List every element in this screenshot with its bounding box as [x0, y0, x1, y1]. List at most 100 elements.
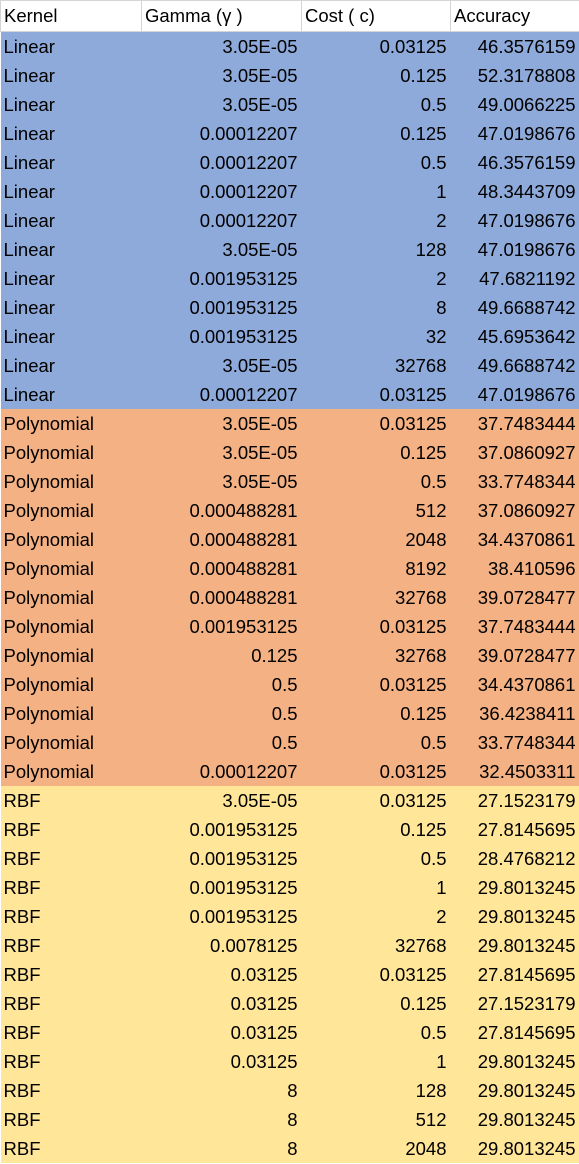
kernel-cell[interactable]: RBF — [0, 1076, 142, 1105]
cost-cell[interactable]: 0.03125 — [301, 31, 451, 61]
accuracy-cell[interactable]: 37.7483444 — [450, 612, 579, 641]
gamma-cell[interactable]: 0.5 — [141, 670, 302, 699]
accuracy-cell[interactable]: 27.8145695 — [450, 960, 579, 989]
gamma-cell[interactable]: 3.05E-05 — [141, 786, 302, 815]
kernel-cell[interactable]: Polynomial — [0, 438, 142, 467]
kernel-cell[interactable]: RBF — [0, 931, 142, 960]
gamma-cell[interactable]: 3.05E-05 — [141, 31, 302, 61]
accuracy-cell[interactable]: 48.3443709 — [450, 177, 579, 206]
header-cost[interactable]: Cost ( c) — [301, 0, 451, 32]
gamma-cell[interactable]: 0.00012207 — [141, 757, 302, 786]
accuracy-cell[interactable]: 29.8013245 — [450, 1076, 579, 1105]
gamma-cell[interactable]: 0.001953125 — [141, 844, 302, 873]
kernel-cell[interactable]: Polynomial — [0, 641, 142, 670]
accuracy-cell[interactable]: 37.7483444 — [450, 409, 579, 438]
cost-cell[interactable]: 2 — [301, 264, 451, 293]
cost-cell[interactable]: 32768 — [301, 931, 451, 960]
gamma-cell[interactable]: 0.001953125 — [141, 612, 302, 641]
gamma-cell[interactable]: 0.00012207 — [141, 206, 302, 235]
cost-cell[interactable]: 0.125 — [301, 61, 451, 90]
cost-cell[interactable]: 2048 — [301, 525, 451, 554]
kernel-cell[interactable]: Polynomial — [0, 554, 142, 583]
kernel-cell[interactable]: RBF — [0, 1047, 142, 1076]
kernel-cell[interactable]: Linear — [0, 206, 142, 235]
accuracy-cell[interactable]: 37.0860927 — [450, 438, 579, 467]
cost-cell[interactable]: 2048 — [301, 1134, 451, 1163]
gamma-cell[interactable]: 3.05E-05 — [141, 351, 302, 380]
kernel-cell[interactable]: Polynomial — [0, 612, 142, 641]
cost-cell[interactable]: 0.125 — [301, 438, 451, 467]
accuracy-cell[interactable]: 45.6953642 — [450, 322, 579, 351]
gamma-cell[interactable]: 0.001953125 — [141, 873, 302, 902]
accuracy-cell[interactable]: 29.8013245 — [450, 902, 579, 931]
accuracy-cell[interactable]: 27.8145695 — [450, 815, 579, 844]
gamma-cell[interactable]: 0.125 — [141, 641, 302, 670]
gamma-cell[interactable]: 0.03125 — [141, 1047, 302, 1076]
kernel-cell[interactable]: Linear — [0, 119, 142, 148]
gamma-cell[interactable]: 0.000488281 — [141, 554, 302, 583]
kernel-cell[interactable]: RBF — [0, 1018, 142, 1047]
kernel-cell[interactable]: Polynomial — [0, 670, 142, 699]
cost-cell[interactable]: 0.03125 — [301, 960, 451, 989]
cost-cell[interactable]: 0.03125 — [301, 670, 451, 699]
gamma-cell[interactable]: 0.001953125 — [141, 293, 302, 322]
cost-cell[interactable]: 1 — [301, 177, 451, 206]
cost-cell[interactable]: 0.125 — [301, 815, 451, 844]
gamma-cell[interactable]: 8 — [141, 1134, 302, 1163]
kernel-cell[interactable]: Polynomial — [0, 409, 142, 438]
kernel-cell[interactable]: Polynomial — [0, 699, 142, 728]
cost-cell[interactable]: 32 — [301, 322, 451, 351]
header-kernel[interactable]: Kernel — [0, 0, 142, 32]
kernel-cell[interactable]: Linear — [0, 293, 142, 322]
cost-cell[interactable]: 128 — [301, 1076, 451, 1105]
kernel-cell[interactable]: RBF — [0, 960, 142, 989]
kernel-cell[interactable]: RBF — [0, 786, 142, 815]
accuracy-cell[interactable]: 33.7748344 — [450, 467, 579, 496]
accuracy-cell[interactable]: 47.0198676 — [450, 235, 579, 264]
cost-cell[interactable]: 512 — [301, 496, 451, 525]
accuracy-cell[interactable]: 29.8013245 — [450, 873, 579, 902]
gamma-cell[interactable]: 3.05E-05 — [141, 409, 302, 438]
gamma-cell[interactable]: 0.03125 — [141, 1018, 302, 1047]
kernel-cell[interactable]: RBF — [0, 1105, 142, 1134]
cost-cell[interactable]: 32768 — [301, 351, 451, 380]
accuracy-cell[interactable]: 52.3178808 — [450, 61, 579, 90]
gamma-cell[interactable]: 0.000488281 — [141, 583, 302, 612]
accuracy-cell[interactable]: 29.8013245 — [450, 1105, 579, 1134]
accuracy-cell[interactable]: 39.0728477 — [450, 641, 579, 670]
accuracy-cell[interactable]: 47.0198676 — [450, 380, 579, 409]
header-gamma[interactable]: Gamma (γ ) — [141, 0, 302, 32]
kernel-cell[interactable]: Linear — [0, 351, 142, 380]
cost-cell[interactable]: 8192 — [301, 554, 451, 583]
gamma-cell[interactable]: 0.00012207 — [141, 148, 302, 177]
kernel-cell[interactable]: Polynomial — [0, 525, 142, 554]
accuracy-cell[interactable]: 46.3576159 — [450, 31, 579, 61]
gamma-cell[interactable]: 0.00012207 — [141, 119, 302, 148]
cost-cell[interactable]: 2 — [301, 206, 451, 235]
accuracy-cell[interactable]: 49.0066225 — [450, 90, 579, 119]
cost-cell[interactable]: 0.5 — [301, 467, 451, 496]
accuracy-cell[interactable]: 47.6821192 — [450, 264, 579, 293]
gamma-cell[interactable]: 0.000488281 — [141, 525, 302, 554]
kernel-cell[interactable]: Linear — [0, 380, 142, 409]
kernel-cell[interactable]: Linear — [0, 61, 142, 90]
cost-cell[interactable]: 0.5 — [301, 148, 451, 177]
kernel-cell[interactable]: Linear — [0, 90, 142, 119]
cost-cell[interactable]: 0.03125 — [301, 380, 451, 409]
cost-cell[interactable]: 0.03125 — [301, 786, 451, 815]
gamma-cell[interactable]: 3.05E-05 — [141, 467, 302, 496]
cost-cell[interactable]: 32768 — [301, 641, 451, 670]
accuracy-cell[interactable]: 33.7748344 — [450, 728, 579, 757]
gamma-cell[interactable]: 0.0078125 — [141, 931, 302, 960]
accuracy-cell[interactable]: 27.1523179 — [450, 989, 579, 1018]
cost-cell[interactable]: 0.125 — [301, 989, 451, 1018]
cost-cell[interactable]: 1 — [301, 873, 451, 902]
accuracy-cell[interactable]: 29.8013245 — [450, 1134, 579, 1163]
kernel-cell[interactable]: RBF — [0, 873, 142, 902]
accuracy-cell[interactable]: 37.0860927 — [450, 496, 579, 525]
kernel-cell[interactable]: Linear — [0, 148, 142, 177]
kernel-cell[interactable]: RBF — [0, 902, 142, 931]
accuracy-cell[interactable]: 29.8013245 — [450, 1047, 579, 1076]
kernel-cell[interactable]: Polynomial — [0, 728, 142, 757]
cost-cell[interactable]: 32768 — [301, 583, 451, 612]
